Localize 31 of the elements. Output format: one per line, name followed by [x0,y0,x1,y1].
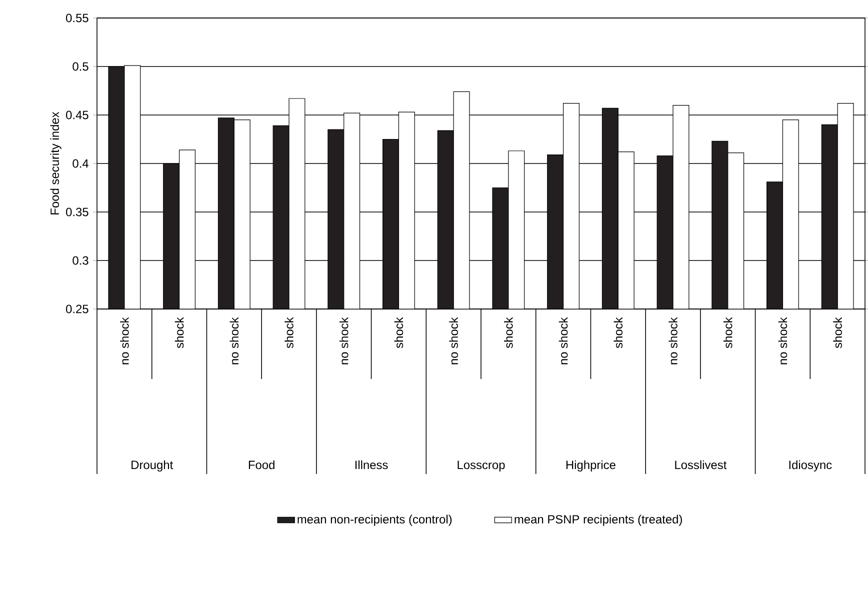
text: Losscrop [458,460,505,472]
x-tick-label: no shock [230,317,239,364]
text: Losslivest [675,460,727,470]
y-tick-label: 0.45 [66,110,88,120]
x-tick-label: no shock [778,317,788,364]
x-tick-label: shock [394,317,404,348]
x-tick-label: shock [614,317,623,348]
y-tick-label: 0.5 [72,62,88,71]
text: Drought [132,460,174,472]
legend-label: mean PSNP recipients (treated) [514,514,682,526]
x-tick-label: no shock [668,317,678,364]
x-tick-label: no shock [339,317,348,364]
y-tick-label: 0.25 [66,304,88,314]
legend-label: mean non-recipients (control) [298,514,452,526]
text: Illness [355,460,388,470]
y-tick-label: 0.4 [72,159,88,168]
x-tick-label: shock [504,317,513,348]
x-tick-label: shock [174,317,184,348]
x-tick-label: no shock [449,317,458,364]
y-axis-title: Food security index [50,112,62,214]
y-tick-label: 0.3 [72,256,88,265]
text: Highprice [566,460,616,472]
x-tick-label: shock [833,317,842,348]
y-tick-label: 0.35 [66,208,88,216]
text: Idiosync [789,460,832,472]
x-tick-label: no shock [120,317,129,364]
x-tick-label: shock [723,317,732,348]
text: Food [248,460,274,470]
x-tick-label: no shock [558,317,568,364]
x-tick-label: shock [284,317,294,348]
y-tick-label: 0.55 [66,14,88,22]
